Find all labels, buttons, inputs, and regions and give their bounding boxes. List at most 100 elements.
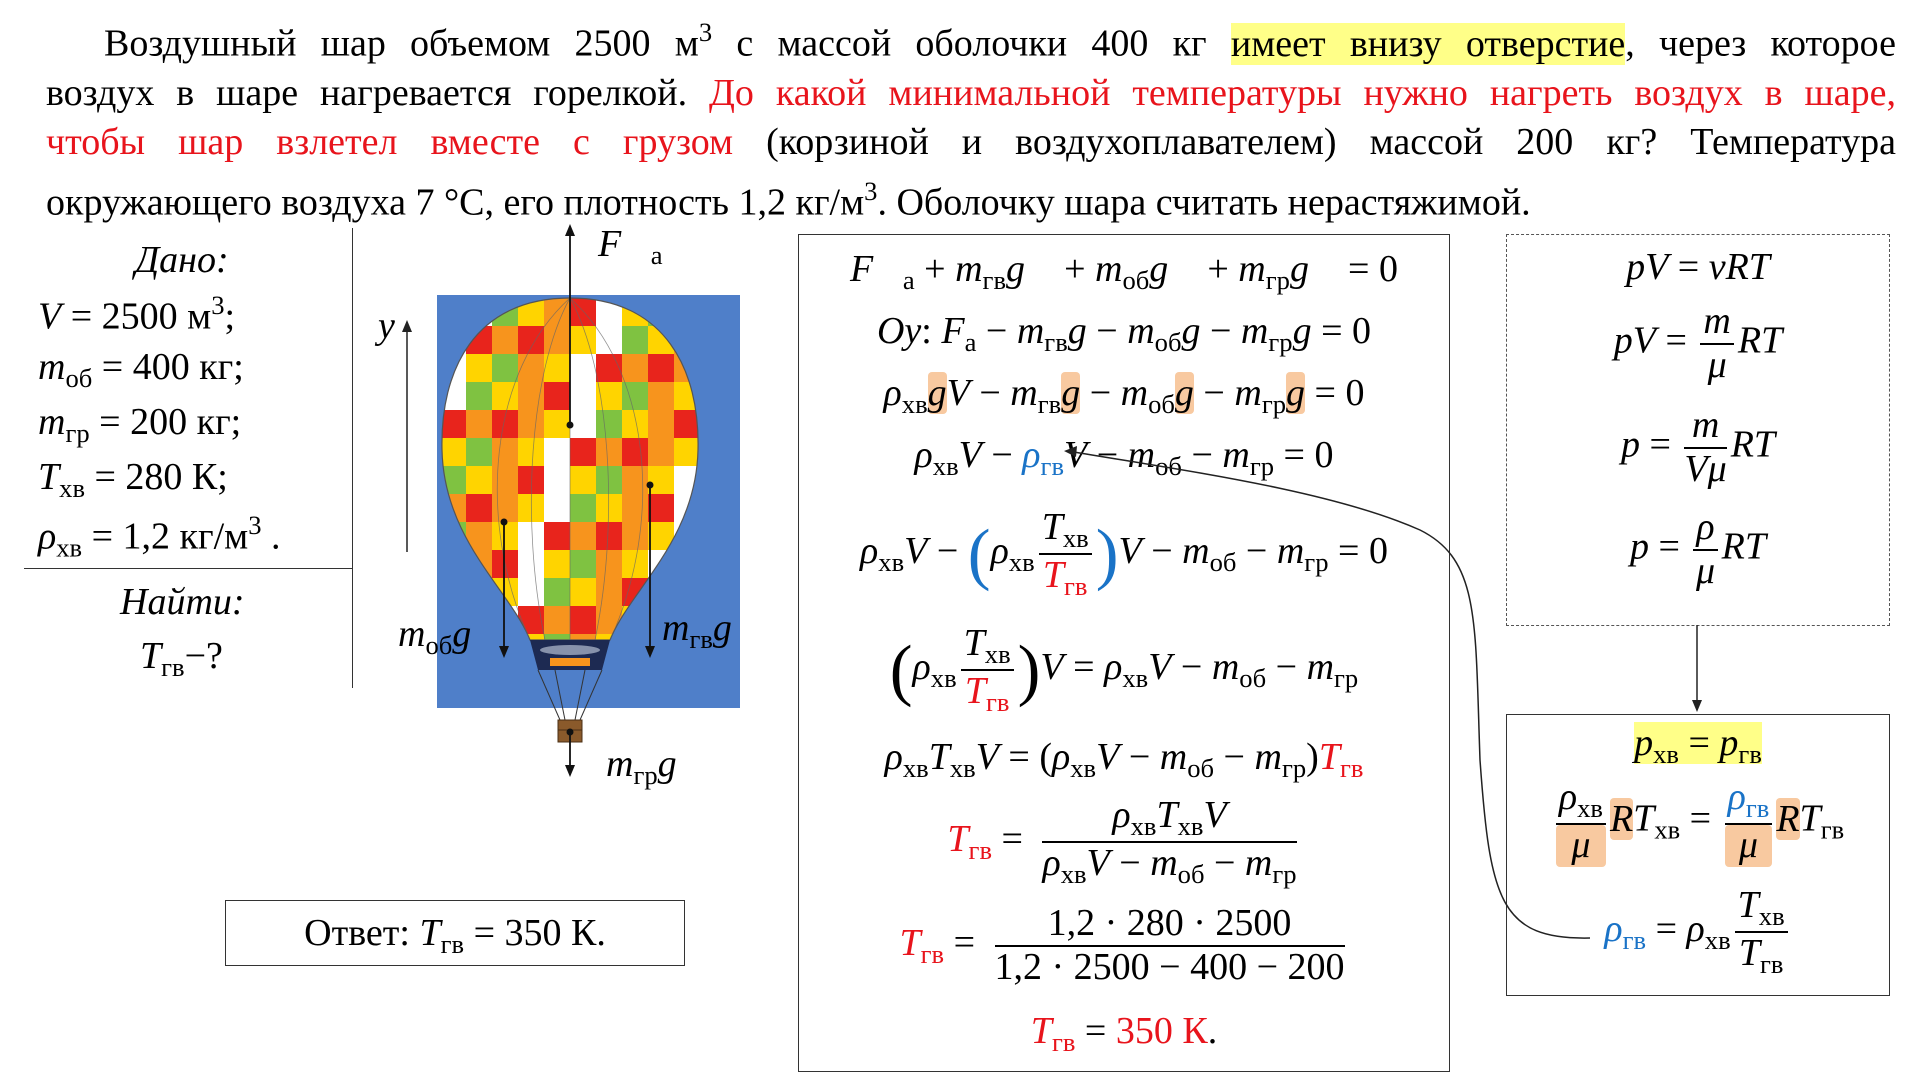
- eq-numeric: Tгв = 1,2 · 280 · 2500 1,2 · 2500 − 400 −…: [899, 902, 1345, 988]
- envelope-panel: [544, 466, 570, 494]
- answer-label: Ответ:: [304, 912, 410, 954]
- load-weight-label: mгрg⃗: [606, 743, 707, 790]
- envelope-panel: [544, 410, 570, 438]
- eq-substituted: ρхвV − (ρхв Tхв Tгв)V − mоб − mгр = 0: [860, 506, 1388, 602]
- problem-line-4: окружающего воздуха 7 °C, его плотность …: [46, 175, 1531, 224]
- eq-newton-vector: F⃗а + mгвg⃗ + mобg⃗ + mгрg⃗ = 0: [850, 248, 1398, 295]
- envelope-panel: [492, 438, 518, 466]
- envelope-panel: [518, 438, 544, 466]
- result-value: 350 К: [1115, 1010, 1208, 1052]
- eq-pressure-density: p = ρ μ RT: [1629, 506, 1767, 592]
- given-vertical-divider: [352, 228, 353, 688]
- hot-air-weight-arrow: [645, 481, 655, 658]
- problem-statement: Воздушный шар объемом 2500 м3 с массой о…: [46, 8, 1896, 227]
- envelope-panel: [622, 494, 648, 522]
- shell-weight-arrow: [499, 518, 509, 658]
- envelope-panel: [492, 326, 518, 354]
- envelope-panel: [492, 410, 518, 438]
- envelope-panel: [622, 466, 648, 494]
- envelope-panel: [466, 410, 492, 438]
- envelope-panel: [518, 550, 544, 578]
- given-load-mass: mгр = 200 кг;: [38, 401, 242, 448]
- envelope-panel: [622, 438, 648, 466]
- eq-ideal-gas: pV = νRT: [1626, 246, 1770, 288]
- envelope-panel: [544, 578, 570, 606]
- eq-hot-density: ρгв = ρхв Tхв Tгв: [1507, 884, 1889, 979]
- envelope-panel: [544, 326, 570, 354]
- envelope-panel: [441, 438, 466, 466]
- envelope-panel: [570, 382, 596, 410]
- envelope-panel: [570, 522, 596, 550]
- problem-line-3: чтобы шар взлетел вместе с грузом (корзи…: [46, 120, 1897, 163]
- gas-law-box: pV = νRT pV = m μ RT p = m Vμ RT p = ρ μ RT: [1506, 234, 1890, 626]
- envelope-panel: [596, 578, 622, 606]
- envelope-panel: [518, 522, 544, 550]
- envelope-panel: [518, 578, 544, 606]
- eq-result: Tгв = 350 К.: [1030, 1010, 1218, 1057]
- question-text-1: До какой минимальной температуры нужно н…: [709, 71, 1896, 114]
- buoyancy-force-arrow: [565, 224, 575, 429]
- problem-line-1: Воздушный шар объемом 2500 м3 с массой о…: [104, 17, 1896, 65]
- envelope-panel: [492, 522, 518, 550]
- envelope-panel: [570, 466, 596, 494]
- envelope-panel: [518, 634, 544, 640]
- envelope-panel: [648, 438, 674, 466]
- envelope-panel: [596, 550, 622, 578]
- envelope-panel: [622, 326, 648, 354]
- eq-density-g: ρхвgV − mгвg − mобg − mгрg = 0: [883, 372, 1365, 419]
- envelope-panel: [674, 438, 699, 466]
- envelope-panel: [570, 326, 596, 354]
- envelope-panel: [544, 606, 570, 634]
- envelope-panel: [570, 410, 596, 438]
- envelope-panel: [466, 494, 492, 522]
- eq-rearranged: (ρхв Tхв Tгв)V = ρхвV − mоб − mгр: [889, 622, 1359, 718]
- question-text-2: чтобы шар взлетел вместе с грузом: [46, 120, 734, 163]
- envelope-panel: [544, 522, 570, 550]
- envelope-panel: [544, 494, 570, 522]
- envelope-panel: [674, 410, 699, 438]
- numeric-denominator: 1,2 · 2500 − 400 − 200: [994, 945, 1345, 988]
- given-divider: [24, 568, 352, 569]
- eq-ideal-gas-mass: pV = m μ RT: [1613, 300, 1783, 386]
- pressure-equality-box: pхв = pгв ρхв μ RTхв = ρгв μ RTгв ρгв = ρхв T…: [1506, 714, 1890, 996]
- envelope-panel: [648, 382, 674, 410]
- envelope-panel: [648, 410, 674, 438]
- find-unknown: Tгв−?: [140, 635, 223, 682]
- eq-pressure-equal: pхв = pгв: [1634, 722, 1762, 769]
- hot-air-weight-label: mгвg⃗: [662, 607, 762, 654]
- eq-multiplied: ρхвTхвV = (ρхвV − mоб − mгр)Tгв: [884, 736, 1364, 783]
- envelope-panel: [570, 494, 596, 522]
- envelope-panel: [492, 494, 518, 522]
- given-shell-mass: mоб = 400 кг;: [38, 346, 244, 393]
- envelope-panel: [544, 634, 570, 640]
- load-weight-arrow: [565, 728, 575, 777]
- envelope-panel: [622, 354, 648, 382]
- shell-weight-label: mобg⃗: [398, 613, 501, 660]
- envelope-panel: [466, 382, 492, 410]
- envelope-panel: [544, 354, 570, 382]
- envelope-panel: [492, 354, 518, 382]
- given-volume: V = 2500 м3;: [38, 290, 236, 338]
- envelope-panel: [570, 634, 596, 640]
- eq-density: ρхвV − ρгвV − mоб − mгр = 0: [914, 434, 1334, 481]
- y-axis-label: y: [378, 305, 395, 347]
- envelope-panel: [466, 466, 492, 494]
- envelope-panel: [596, 634, 622, 640]
- balloon-diagram: [402, 224, 740, 777]
- envelope-panel: [622, 410, 648, 438]
- envelope-panel: [648, 494, 674, 522]
- envelope-panel: [622, 522, 648, 550]
- envelope-panel: [544, 550, 570, 578]
- envelope-panel: [570, 438, 596, 466]
- envelope-panel: [648, 354, 674, 382]
- envelope-panel: [492, 466, 518, 494]
- eq-pressure-expanded: ρхв μ RTхв = ρгв μ RTгв: [1507, 776, 1889, 868]
- given-cold-density: ρхв = 1,2 кг/м3 .: [38, 510, 281, 563]
- envelope-panel: [596, 354, 622, 382]
- envelope-panel: [466, 438, 492, 466]
- envelope-panel: [570, 550, 596, 578]
- envelope-panel: [441, 410, 466, 438]
- envelope-panel: [570, 578, 596, 606]
- find-title: Найти:: [120, 581, 245, 623]
